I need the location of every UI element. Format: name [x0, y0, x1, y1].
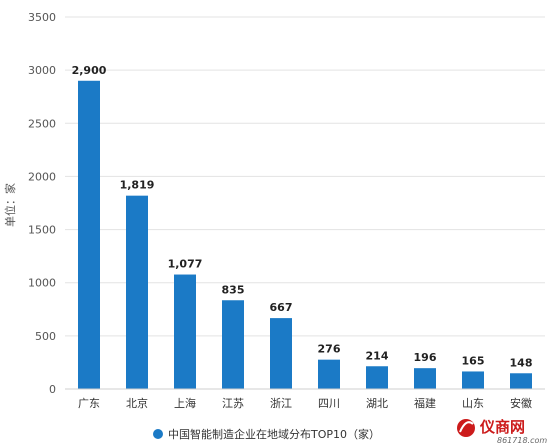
- bar: [366, 366, 388, 389]
- y-axis-ticks: 0 500 1000 1500 2000 2500 3000 3500: [28, 11, 56, 396]
- x-tick-label: 福建: [414, 396, 436, 410]
- x-tick-label: 上海: [174, 396, 196, 410]
- x-axis-ticks: 广东 北京 上海 江苏 浙江 四川 湖北 福建 山东 安徽: [78, 396, 532, 410]
- bar: [270, 318, 292, 389]
- bar: [510, 373, 532, 389]
- bar: [174, 274, 196, 389]
- x-tick-label: 四川: [318, 397, 340, 410]
- bar: [462, 371, 484, 389]
- data-label: 1,819: [120, 179, 155, 192]
- x-tick-label: 山东: [462, 397, 484, 410]
- data-label: 148: [510, 356, 533, 369]
- x-tick-label: 浙江: [270, 397, 292, 410]
- y-tick-label: 2000: [28, 170, 56, 183]
- legend-swatch: [153, 429, 163, 439]
- data-label: 165: [462, 354, 485, 367]
- data-label: 667: [270, 301, 293, 314]
- data-label: 2,900: [72, 64, 107, 77]
- legend-label: 中国智能制造企业在地域分布TOP10（家）: [168, 427, 380, 441]
- watermark-swoosh-icon: [459, 421, 474, 433]
- y-tick-label: 0: [49, 383, 56, 396]
- y-tick-label: 3500: [28, 11, 56, 24]
- y-tick-label: 1000: [28, 277, 56, 290]
- watermark-url: 861718.com: [497, 436, 547, 445]
- bar: [78, 80, 100, 390]
- bars: [78, 80, 532, 390]
- legend[interactable]: 中国智能制造企业在地域分布TOP10（家）: [153, 427, 380, 441]
- x-tick-label: 广东: [78, 397, 100, 410]
- data-label: 196: [414, 351, 437, 364]
- data-label: 835: [222, 283, 245, 296]
- data-labels: 2,900 1,819 1,077 835 667 276 214 196 165 148: [72, 64, 533, 369]
- x-tick-label: 北京: [126, 396, 148, 410]
- bar: [126, 195, 148, 389]
- y-tick-label: 500: [35, 330, 56, 343]
- bar: [318, 359, 340, 389]
- watermark-emblem-icon: [457, 419, 475, 437]
- y-tick-label: 2500: [28, 117, 56, 130]
- y-axis-title: 单位：家: [3, 183, 17, 227]
- bar: [222, 300, 244, 389]
- bar: [414, 368, 436, 389]
- watermark-logo: 仪商网 861718.com: [457, 418, 547, 445]
- data-label: 214: [366, 349, 389, 362]
- watermark-logo-text: 仪商网: [479, 418, 525, 436]
- y-tick-label: 1500: [28, 224, 56, 237]
- y-tick-label: 3000: [28, 64, 56, 77]
- x-tick-label: 江苏: [222, 397, 244, 410]
- x-tick-label: 湖北: [366, 397, 388, 410]
- data-label: 276: [318, 343, 341, 356]
- x-tick-label: 安徽: [510, 396, 532, 410]
- data-label: 1,077: [168, 258, 203, 271]
